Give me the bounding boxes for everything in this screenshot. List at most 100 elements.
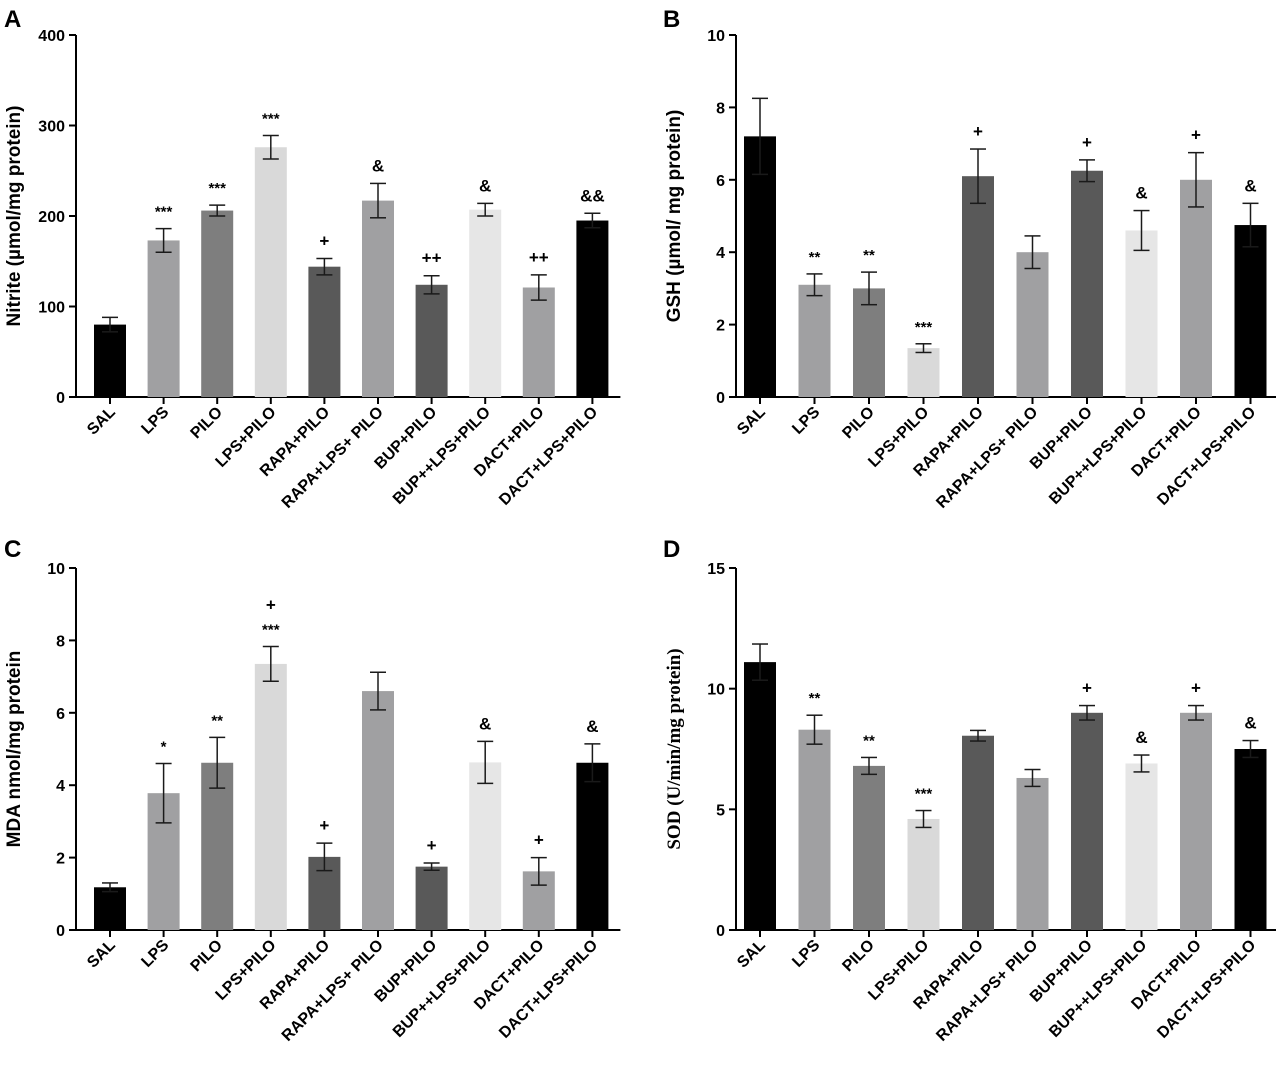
bar <box>798 729 831 930</box>
y-tick-label: 0 <box>716 390 725 407</box>
bar <box>415 866 448 930</box>
significance-label: *** <box>262 622 280 639</box>
y-tick-label: 6 <box>56 706 65 723</box>
error-bar <box>477 740 494 785</box>
chart-panel-c: C 0 2 4 6 8 10 MDA nmol/mg protein SAL LPS * PILO **… <box>4 536 621 1045</box>
x-category-label: PILO <box>839 404 877 442</box>
error-bar <box>209 736 226 789</box>
significance-label: ** <box>809 249 821 266</box>
x-category-label: RAPA+LPS+ PILO <box>279 404 387 512</box>
bar <box>576 762 609 930</box>
bar <box>469 762 502 930</box>
bar <box>415 284 448 397</box>
error-bar <box>915 343 932 354</box>
error-bar <box>970 729 986 742</box>
x-category-label: RAPA+LPS+ PILO <box>933 937 1041 1045</box>
significance-label: + <box>266 596 276 615</box>
significance-label: + <box>1191 126 1201 145</box>
bar <box>362 200 394 397</box>
y-tick-label: 6 <box>716 173 725 190</box>
x-category-label: BUP++LPS+PILO <box>1046 937 1150 1041</box>
bar <box>201 762 234 930</box>
bar <box>798 284 831 397</box>
y-tick-label: 100 <box>38 300 65 317</box>
significance-label: & <box>1135 728 1147 747</box>
significance-label: & <box>1135 184 1147 203</box>
bar <box>853 765 885 930</box>
error-bar <box>370 182 386 219</box>
y-tick-label: 0 <box>56 923 65 940</box>
error-bar <box>477 202 494 217</box>
bar <box>147 240 180 397</box>
bar <box>1180 712 1212 930</box>
bar <box>1125 230 1158 397</box>
bar <box>94 324 126 397</box>
error-bar <box>752 97 768 176</box>
y-tick-label: 200 <box>38 209 65 226</box>
bar <box>962 176 994 397</box>
error-bar <box>370 671 386 711</box>
x-category-label: BUP++LPS+PILO <box>390 404 494 508</box>
bar <box>1234 749 1267 930</box>
x-category-label: DACT+LPS+PILO <box>496 937 601 1042</box>
significance-label: + <box>534 831 544 850</box>
significance-label: ** <box>809 690 821 707</box>
bar <box>962 735 994 930</box>
error-bar <box>423 862 440 872</box>
error-bar <box>1133 754 1150 773</box>
error-bar <box>155 762 172 824</box>
bar <box>907 818 940 930</box>
bar <box>1071 712 1103 930</box>
error-bar <box>316 842 333 872</box>
x-category-label: DACT+LPS+PILO <box>496 404 601 509</box>
y-tick-label: 5 <box>716 802 725 819</box>
bar <box>254 147 287 397</box>
significance-label: + <box>1191 679 1201 698</box>
x-category-label: DACT+LPS+PILO <box>1154 937 1259 1042</box>
panel-letter: A <box>4 6 21 33</box>
x-category-label: RAPA+LPS+ PILO <box>279 937 387 1045</box>
x-category-label: BUP++LPS+PILO <box>390 937 494 1041</box>
bar <box>576 220 609 397</box>
error-bar <box>423 274 440 295</box>
y-tick-label: 10 <box>47 561 65 578</box>
y-tick-label: 4 <box>716 245 725 262</box>
error-bar <box>861 271 877 306</box>
y-tick-label: 300 <box>38 119 65 136</box>
bar <box>362 691 394 930</box>
significance-label: ** <box>863 247 875 264</box>
error-bar <box>1242 202 1259 248</box>
error-bar <box>262 134 279 160</box>
y-tick-label: 15 <box>707 561 725 578</box>
x-category-label: DACT+LPS+PILO <box>1154 404 1259 509</box>
error-bar <box>1079 159 1095 183</box>
x-category-label: LPS <box>138 404 172 438</box>
significance-label: *** <box>915 786 933 803</box>
chart-panel-d: D 0 5 10 15 SOD (U/min/mg protein) SAL LPS ** PIL… <box>663 536 1276 1045</box>
significance-label: ++ <box>422 249 442 268</box>
y-tick-label: 0 <box>56 390 65 407</box>
significance-label: + <box>1082 679 1092 698</box>
significance-label: + <box>973 122 983 141</box>
panel-letter: D <box>663 536 680 563</box>
significance-label: & <box>1244 176 1256 195</box>
significance-label: * <box>161 738 167 755</box>
significance-label: *** <box>915 319 933 336</box>
x-category-label: BUP++LPS+PILO <box>1046 404 1150 508</box>
error-bar <box>530 856 547 886</box>
y-axis-title: SOD (U/min/mg protein) <box>664 648 685 849</box>
significance-label: && <box>580 186 605 205</box>
x-category-label: PILO <box>188 937 226 975</box>
error-bar <box>806 273 823 297</box>
significance-label: *** <box>155 204 173 221</box>
y-axis-title: MDA nmol/mg protein <box>4 651 25 848</box>
bar <box>1071 170 1103 397</box>
x-category-label: SAL <box>734 937 769 972</box>
x-category-label: LPS <box>789 937 823 971</box>
bar <box>469 209 502 397</box>
error-bar <box>1024 235 1041 270</box>
error-bar <box>1133 209 1150 252</box>
error-bar <box>1188 704 1204 721</box>
bar <box>201 210 234 397</box>
